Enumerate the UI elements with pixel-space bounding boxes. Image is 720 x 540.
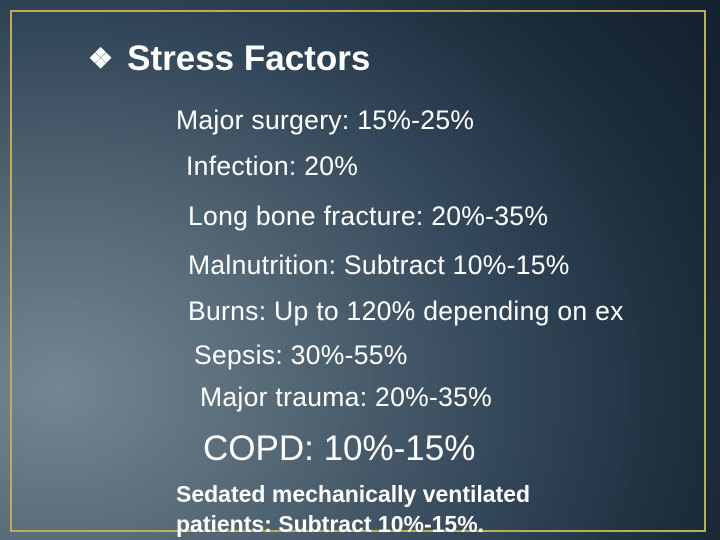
slide-title: ❖ Stress Factors xyxy=(88,37,370,81)
diamond-bullet-icon: ❖ xyxy=(88,43,114,74)
stress-factor-long-bone-fracture: Long bone fracture: 20%-35% xyxy=(188,201,549,231)
stress-factor-sedated-ventilated-line-2: patients: Subtract 10%-15%. xyxy=(176,511,485,537)
slide-border-frame xyxy=(10,10,706,532)
stress-factor-burns: Burns: Up to 120% depending on ex xyxy=(188,296,624,326)
slide-title-text: Stress Factors xyxy=(127,39,371,78)
stress-factor-infection: Infection: 20% xyxy=(186,151,359,181)
stress-factor-major-trauma: Major trauma: 20%-35% xyxy=(200,382,493,412)
stress-factor-sepsis: Sepsis: 30%-55% xyxy=(194,340,408,370)
stress-factor-malnutrition: Malnutrition: Subtract 10%-15% xyxy=(188,250,570,280)
stress-factor-major-surgery: Major surgery: 15%-25% xyxy=(176,105,475,135)
stress-factor-copd: COPD: 10%-15% xyxy=(203,429,476,468)
stress-factor-sedated-ventilated-line-1: Sedated mechanically ventilated xyxy=(176,481,531,507)
